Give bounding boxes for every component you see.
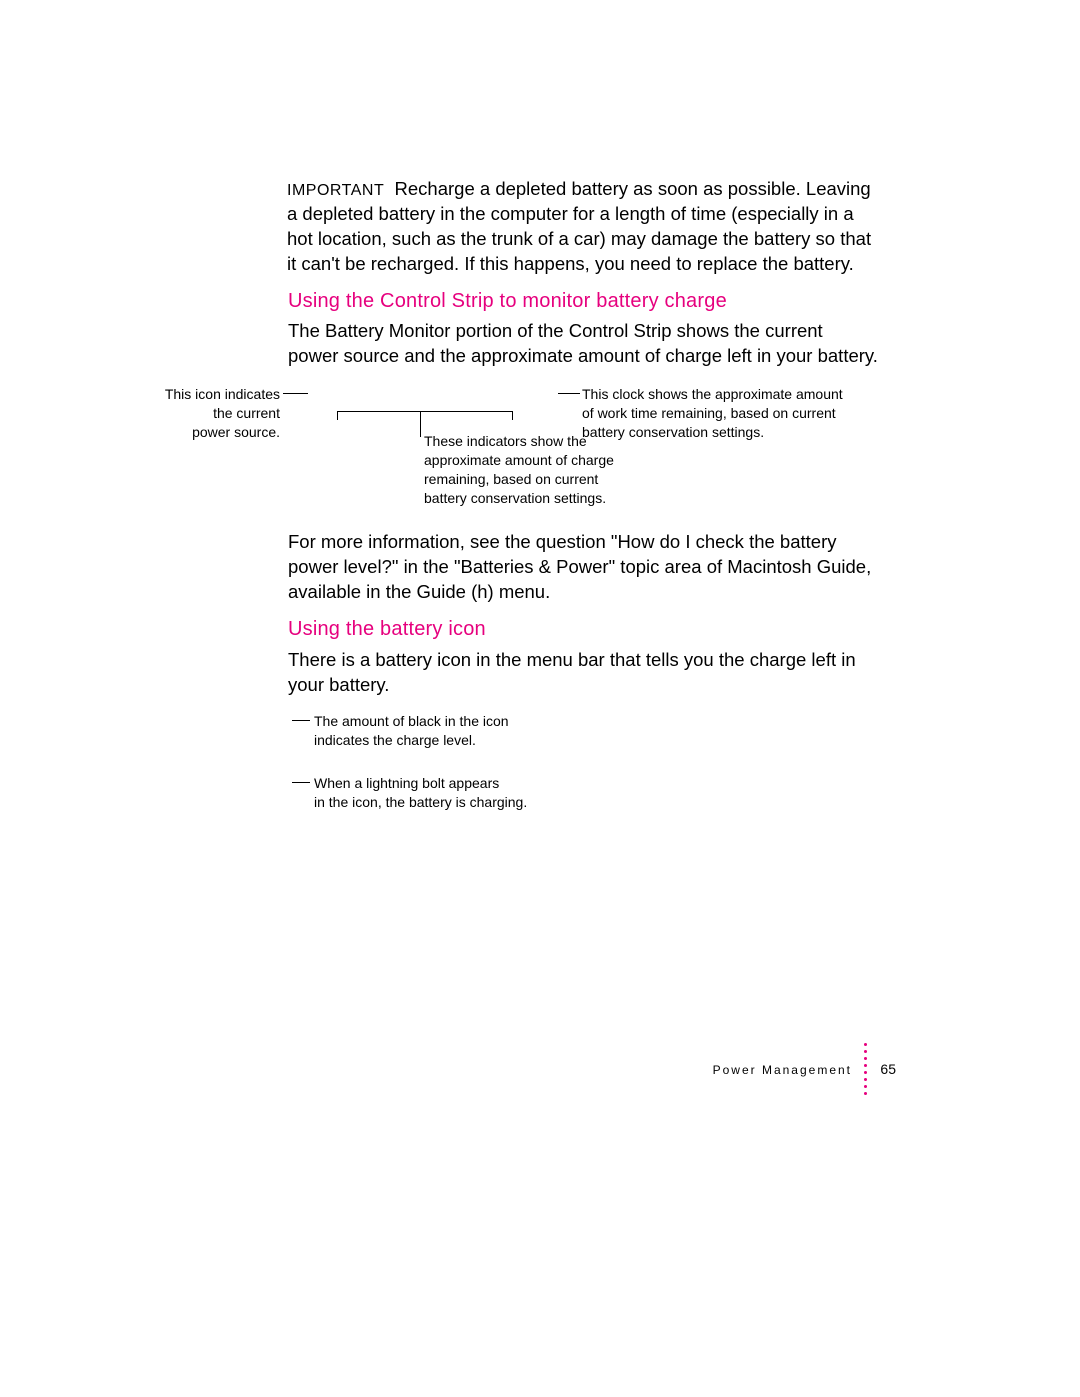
leader-line (420, 411, 421, 437)
section2-paragraph: There is a battery icon in the menu bar … (288, 648, 878, 698)
leader-line (292, 720, 310, 721)
heading-battery-icon: Using the battery icon (288, 618, 486, 641)
footer-page-number: 65 (880, 1061, 896, 1077)
caption-lightning: When a lightning bolt appears in the ico… (314, 774, 594, 812)
caption-clock: This clock shows the approximate amount … (582, 385, 872, 442)
important-paragraph: IMPORTANT Recharge a depleted battery as… (287, 177, 877, 277)
section1-paragraph2: For more information, see the question "… (288, 530, 878, 605)
bracket-tick (337, 411, 338, 420)
leader-line (283, 393, 308, 394)
leader-line (558, 393, 580, 394)
caption-indicators: These indicators show the approximate am… (424, 432, 644, 508)
footer-dots (862, 1039, 868, 1099)
caption-charge-level: The amount of black in the icon indicate… (314, 712, 574, 750)
heading-control-strip: Using the Control Strip to monitor batte… (288, 290, 727, 313)
section1-paragraph: The Battery Monitor portion of the Contr… (288, 319, 878, 369)
footer-section: Power Management (713, 1063, 852, 1077)
bracket-indicators (337, 411, 513, 412)
important-label: IMPORTANT (287, 182, 384, 199)
caption-power-source: This icon indicates the current power so… (130, 385, 280, 442)
leader-line (292, 782, 310, 783)
bracket-tick (512, 411, 513, 420)
